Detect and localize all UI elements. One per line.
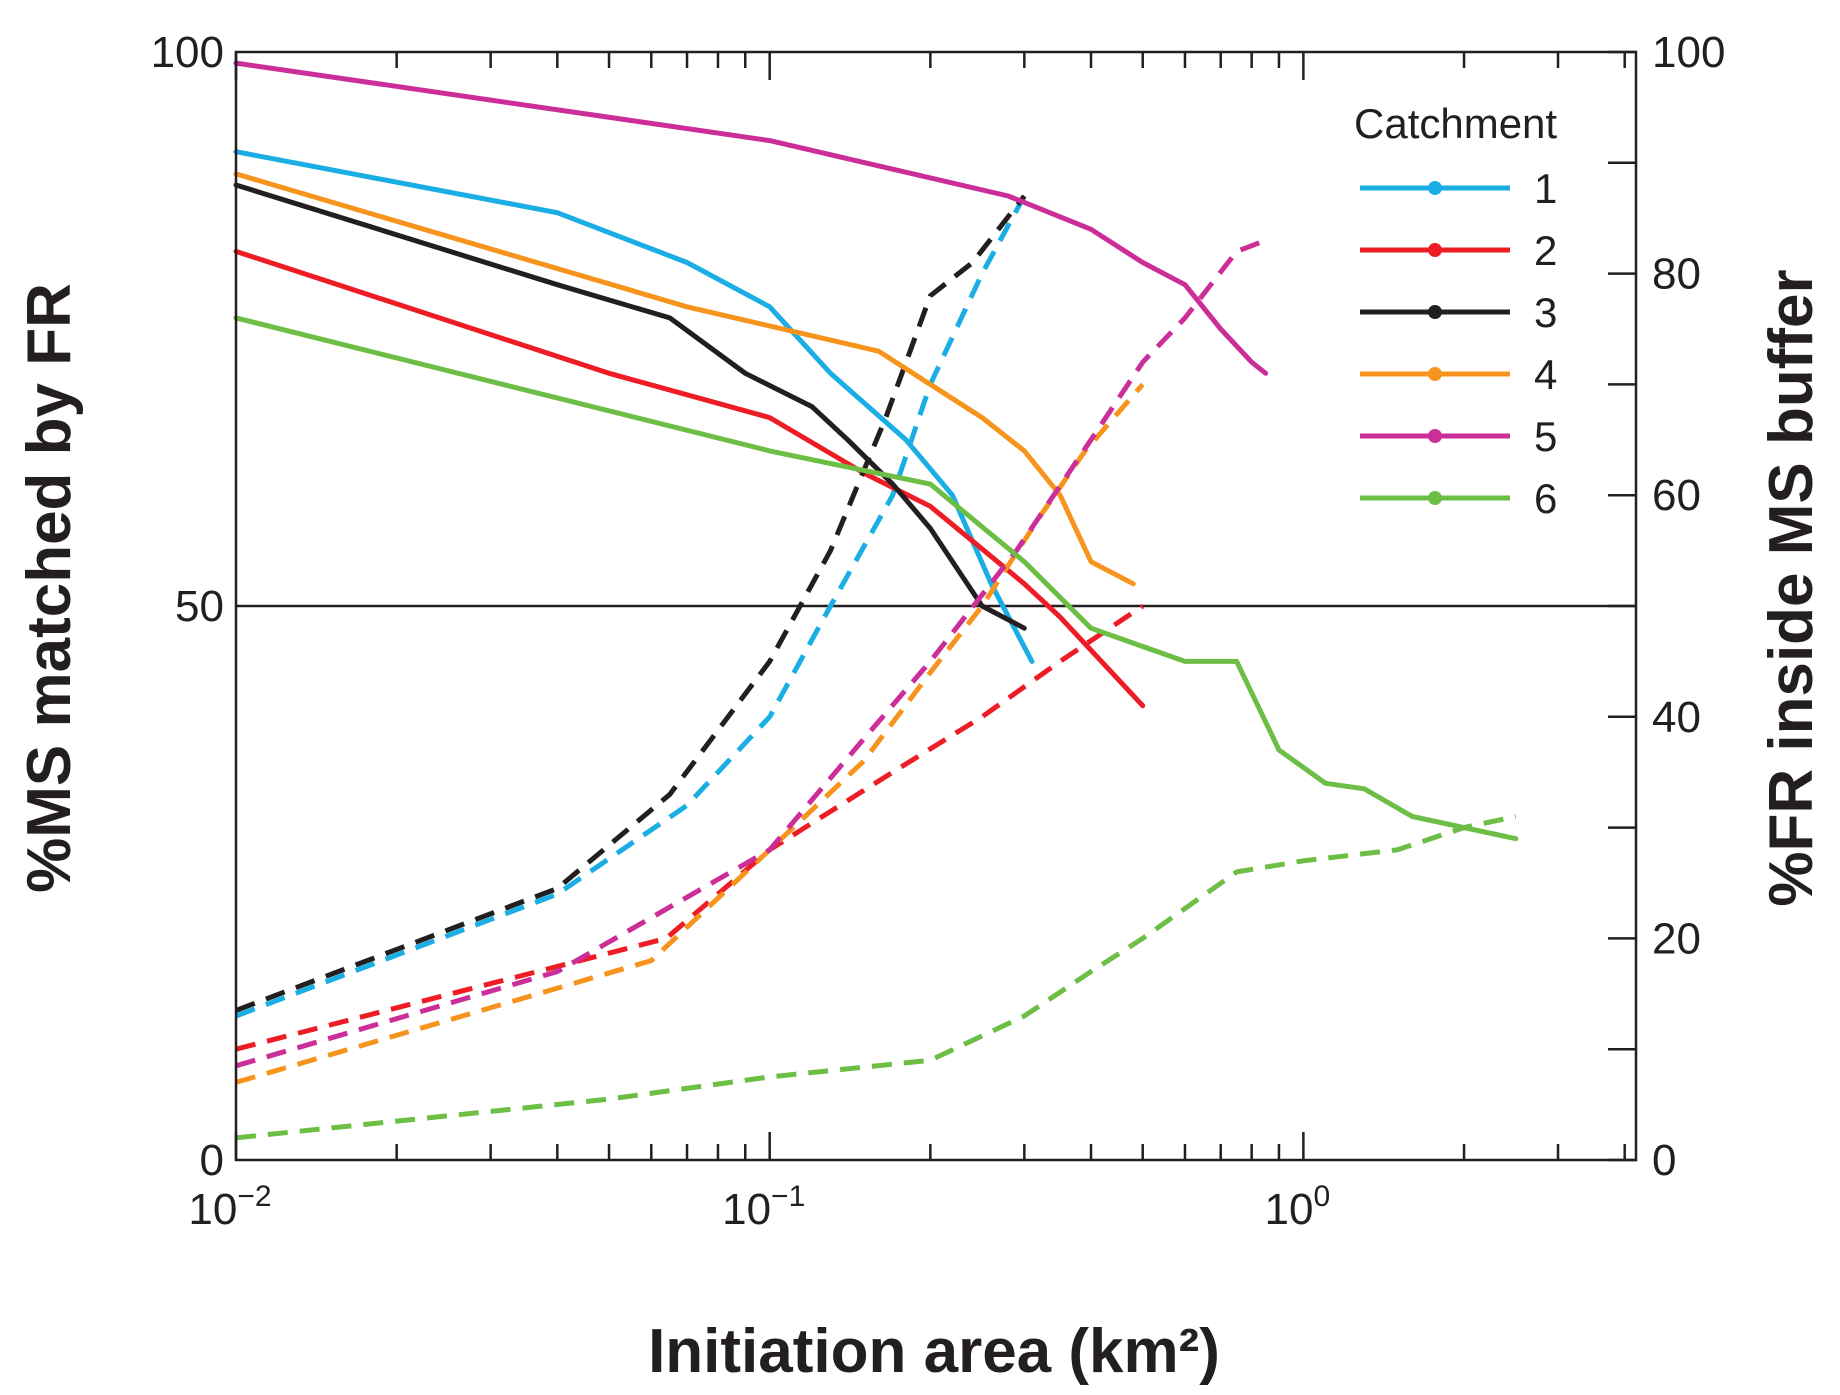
series-1-ms-matched-line <box>233 149 1035 664</box>
legend: Catchment 1 2 3 4 5 6 <box>1354 100 1557 522</box>
x-tick-label: 10−2 <box>188 1180 271 1234</box>
y-axis-title-right: %FR inside MS buffer <box>1757 269 1826 906</box>
y-left-tick-label: 50 <box>175 582 224 631</box>
ticks-layer <box>234 50 1636 1162</box>
legend-title: Catchment <box>1354 100 1557 147</box>
legend-marker-6 <box>1428 491 1442 505</box>
y-left-tick-label: 100 <box>151 28 224 77</box>
y-right-tick-label: 80 <box>1652 250 1701 299</box>
y-left-tick-label: 0 <box>200 1136 224 1185</box>
legend-label-2: 2 <box>1534 227 1557 274</box>
y-axis-title-left: %MS matched by FR <box>15 283 84 893</box>
y-right-tick-label: 60 <box>1652 471 1701 520</box>
y-right-tick-label: 0 <box>1652 1136 1676 1185</box>
series-3-fr-inside-line <box>235 194 1027 1013</box>
legend-marker-4 <box>1428 367 1442 381</box>
series-5-fr-inside-line <box>235 238 1267 1069</box>
legend-marker-5 <box>1428 429 1442 443</box>
series-5-ms-matched-line <box>233 60 1269 376</box>
series-1-fr-inside-line <box>235 194 1027 1019</box>
series-4-fr-inside-line <box>235 382 1145 1085</box>
legend-label-1: 1 <box>1534 165 1557 212</box>
labels-layer: 10−2 10−1 100 0 50 100 0 20 40 60 80 100 <box>151 28 1726 1234</box>
y-right-tick-label: 20 <box>1652 914 1701 963</box>
legend-label-6: 6 <box>1534 475 1557 522</box>
series-layer <box>233 60 1519 1141</box>
legend-marker-1 <box>1428 181 1442 195</box>
series-4-ms-matched-line <box>233 171 1136 587</box>
x-tick-label: 10−1 <box>722 1180 805 1234</box>
x-axis-title: Initiation area (km²) <box>648 1317 1220 1386</box>
legend-label-4: 4 <box>1534 351 1557 398</box>
y-right-tick-label: 40 <box>1652 693 1701 742</box>
y-right-tick-label: 100 <box>1652 28 1725 77</box>
legend-label-3: 3 <box>1534 289 1557 336</box>
series-3-ms-matched-line <box>233 182 1027 631</box>
series-6-ms-matched-line <box>233 315 1519 842</box>
legend-marker-2 <box>1428 243 1442 257</box>
series-6-fr-inside-line <box>235 814 1517 1141</box>
legend-marker-3 <box>1428 305 1442 319</box>
legend-label-5: 5 <box>1534 413 1557 460</box>
x-tick-label: 100 <box>1265 1180 1331 1234</box>
